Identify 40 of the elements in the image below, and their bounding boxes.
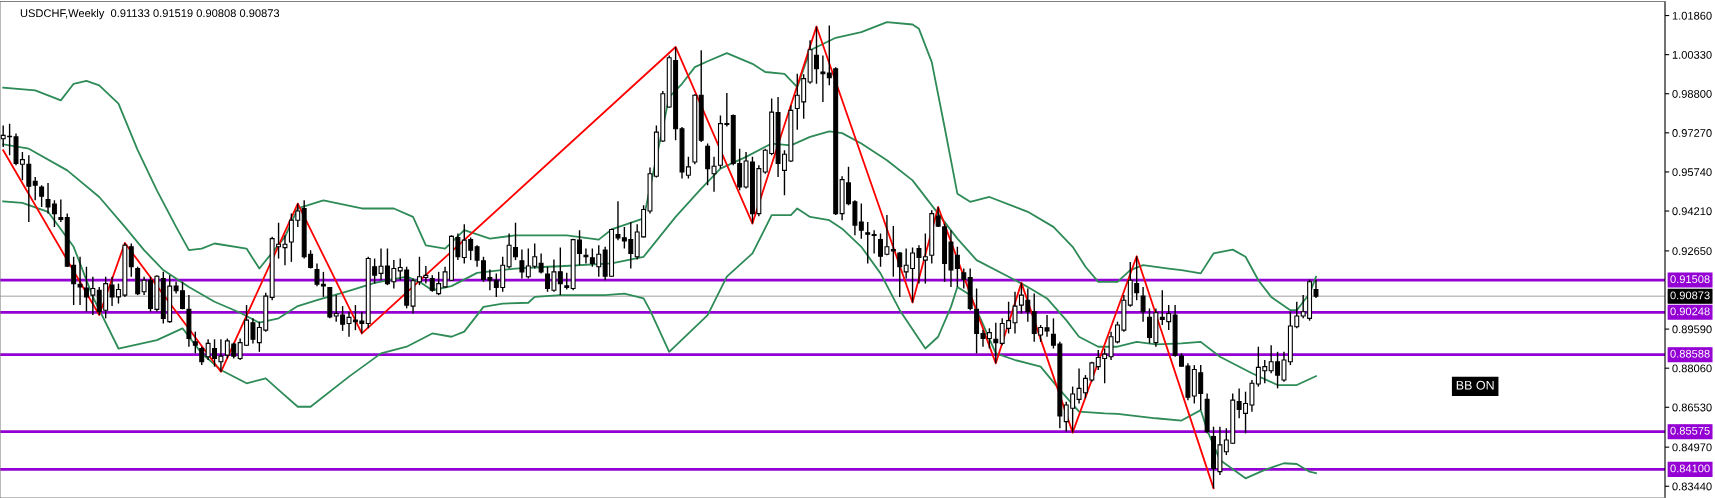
y-tick-label: 0.88060: [1672, 364, 1712, 373]
candlestick: [961, 267, 967, 290]
candlestick: [871, 229, 877, 255]
y-tick-label: 0.83440: [1672, 482, 1712, 491]
candlestick: [858, 202, 864, 240]
ref-line-label: 0.90248: [1670, 307, 1710, 316]
y-tick-label: 1.00330: [1672, 50, 1712, 59]
line-series: [2, 130, 1317, 386]
line-series: [2, 200, 1317, 480]
candlestick: [192, 330, 198, 355]
line-series: [2, 25, 1215, 490]
ref-line-label: 0.84100: [1670, 464, 1710, 473]
ref-line-label: 0.85575: [1670, 426, 1710, 435]
text: USDCHF,Weekly 0.91133 0.91519 0.90808 0.90873: [20, 8, 280, 20]
candlestick: [820, 54, 826, 103]
y-tick-label: 1.01860: [1672, 11, 1712, 20]
y-tick-label: 0.84970: [1672, 443, 1712, 452]
candlestick: [128, 242, 134, 278]
y-tick-label: 0.92650: [1672, 247, 1712, 256]
candlestick: [865, 221, 871, 265]
candlestick: [519, 248, 525, 280]
y-tick-label: 0.97270: [1672, 129, 1712, 137]
ref-line-label: 0.91508: [1670, 275, 1710, 284]
candlestick: [897, 251, 903, 298]
candlestick: [1140, 286, 1146, 323]
line-series: [2, 21, 1317, 312]
candlestick: [993, 322, 999, 365]
candlestick: [583, 247, 589, 265]
candlestick: [199, 346, 205, 366]
candlestick: [39, 184, 45, 208]
candlestick: [32, 176, 38, 201]
annotation: BB ON: [1456, 380, 1494, 390]
y-tick-label: 0.98800: [1672, 90, 1712, 98]
y-tick-label: 0.95740: [1672, 168, 1712, 177]
y-tick-label: 0.86530: [1672, 403, 1712, 412]
y-tick-label: 0.94210: [1672, 207, 1712, 216]
ref-line-label: 0.90873: [1670, 291, 1710, 300]
y-tick-label: 0.89590: [1672, 325, 1712, 334]
ref-line-label: 0.88588: [1670, 349, 1710, 358]
candlestick: [58, 198, 64, 223]
